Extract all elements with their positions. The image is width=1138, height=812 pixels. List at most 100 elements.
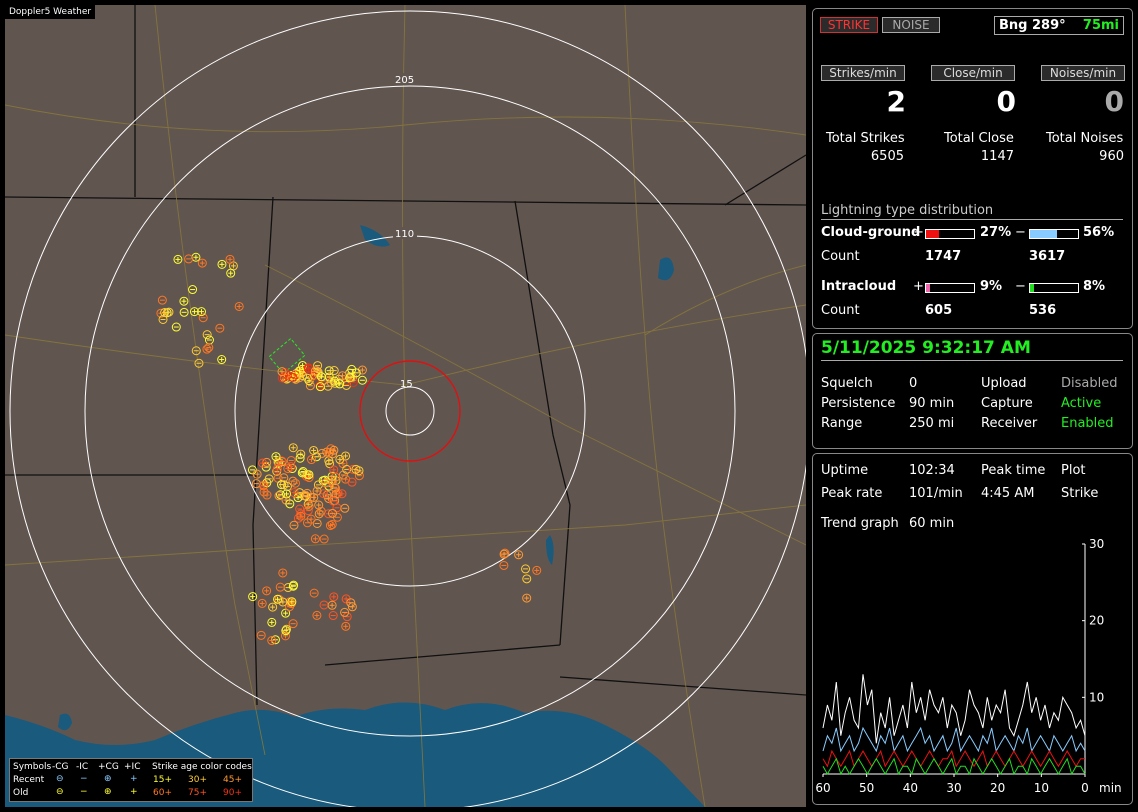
noises-per-min-label[interactable]: Noises/min <box>1041 65 1125 81</box>
cg-plus-recent-icon: ⊕ <box>104 774 112 784</box>
peak-time-value: 4:45 AM <box>981 486 1035 501</box>
strike-marker <box>329 445 339 455</box>
strike-marker <box>204 343 214 353</box>
strike-marker <box>340 607 350 617</box>
water-body <box>546 535 554 565</box>
trend-value: 60 min <box>909 516 955 531</box>
x-tick-label: 0 <box>1081 781 1089 795</box>
close-per-min-label[interactable]: Close/min <box>931 65 1015 81</box>
strike-marker <box>197 258 207 268</box>
trend-graph: 10 20 30 60 50 40 30 20 10 0 min <box>815 538 1121 795</box>
strike-marker <box>226 268 236 278</box>
cg-minus-pct: 56% <box>1083 225 1115 240</box>
ic-plus-bar <box>925 283 975 293</box>
strike-marker <box>280 631 290 641</box>
total-close-label: Total Close <box>944 131 1014 146</box>
peak-rate-label: Peak rate <box>821 486 883 501</box>
strike-marker <box>327 600 337 610</box>
cg-minus-old-icon: ⊖ <box>56 787 64 797</box>
ic-plus-sign: + <box>913 279 924 294</box>
strike-button[interactable]: STRIKE <box>820 17 878 33</box>
age-30: 30+ <box>188 775 207 785</box>
legend-col-ic-plus: +IC <box>124 762 141 772</box>
x-tick-label: 50 <box>859 781 874 795</box>
strike-markers <box>156 252 542 646</box>
total-close: 1147 <box>980 149 1014 164</box>
strike-marker <box>315 382 325 392</box>
range-value: 250 mi <box>909 416 955 431</box>
trend-series-line <box>822 757 1086 776</box>
strike-marker <box>305 381 315 391</box>
symbol-legend: Symbols -CG -IC +CG +IC Strike age color… <box>9 758 253 802</box>
y-tick-label: 10 <box>1089 690 1104 704</box>
strike-marker <box>302 373 312 383</box>
ic-plus-old-icon: + <box>130 787 138 797</box>
legend-recent-label: Recent <box>13 775 45 785</box>
range-label: Range <box>821 416 863 431</box>
ring-label-205: 205 <box>395 75 414 86</box>
bearing-value: Bng 289° <box>999 18 1066 33</box>
strike-marker <box>328 496 338 506</box>
strike-marker <box>341 474 351 484</box>
trend-panel: Uptime 102:34 Peak time Plot Peak rate 1… <box>812 453 1133 805</box>
age-45: 45+ <box>223 775 242 785</box>
water-body <box>58 713 72 731</box>
legend-col-cg-plus: +CG <box>98 762 119 772</box>
strike-marker <box>282 489 292 499</box>
y-tick-label: 30 <box>1089 538 1104 551</box>
ic-plus-count: 605 <box>925 303 953 318</box>
strike-marker <box>330 482 340 492</box>
ring-labels: 205 110 15 <box>393 73 417 390</box>
strike-marker <box>189 307 199 317</box>
x-tick-label: 30 <box>946 781 961 795</box>
cg-count-label: Count <box>821 249 860 264</box>
strike-marker <box>194 358 204 368</box>
strike-marker <box>258 481 268 491</box>
cg-plus-count: 1747 <box>925 249 962 264</box>
ring-label-110: 110 <box>395 229 414 240</box>
capture-label: Capture <box>981 396 1033 411</box>
roads <box>5 5 806 807</box>
strike-marker <box>234 301 244 311</box>
strike-marker <box>317 448 327 458</box>
counts-panel: STRIKE NOISE Bng 289° 75mi Strikes/min C… <box>812 8 1133 329</box>
strike-marker <box>278 597 288 607</box>
strike-marker <box>329 465 339 475</box>
strike-marker <box>321 478 331 488</box>
strike-marker <box>522 574 532 584</box>
strike-marker <box>302 488 312 498</box>
strike-marker <box>288 619 298 629</box>
strikes-per-min-label[interactable]: Strikes/min <box>821 65 905 81</box>
cg-minus-sign: − <box>1015 225 1026 240</box>
age-90: 90+ <box>223 788 242 798</box>
squelch-value: 0 <box>909 376 918 391</box>
strike-marker <box>314 500 324 510</box>
strike-marker <box>281 626 291 636</box>
upload-value: Disabled <box>1061 376 1118 391</box>
bearing-box: Bng 289° 75mi <box>994 16 1124 35</box>
strike-marker <box>268 602 278 612</box>
cg-plus-pct: 27% <box>980 225 1012 240</box>
strike-marker <box>179 307 189 317</box>
cloud-ground-label: Cloud-ground <box>821 225 921 240</box>
strike-marker <box>499 560 509 570</box>
ic-minus-pct: 8% <box>1083 279 1106 294</box>
state-borders <box>5 5 806 706</box>
legend-age-label: Strike age color codes <box>152 762 252 772</box>
strike-marker <box>514 550 524 560</box>
strike-marker <box>312 518 322 528</box>
total-noises-label: Total Noises <box>1046 131 1124 146</box>
receiver-value: Enabled <box>1061 416 1114 431</box>
ic-minus-bar <box>1029 283 1079 293</box>
strike-marker <box>285 499 295 509</box>
legend-col-ic-minus: -IC <box>76 762 89 772</box>
strike-marker <box>179 296 189 306</box>
strike-marker <box>304 501 314 511</box>
strike-marker <box>521 564 531 574</box>
ic-plus-pct: 9% <box>980 279 1003 294</box>
strike-marker <box>217 355 227 365</box>
lightning-map[interactable]: 205 110 15 <box>5 5 806 807</box>
noise-button[interactable]: NOISE <box>882 17 940 33</box>
strike-marker <box>325 521 335 531</box>
strike-marker <box>316 506 326 516</box>
